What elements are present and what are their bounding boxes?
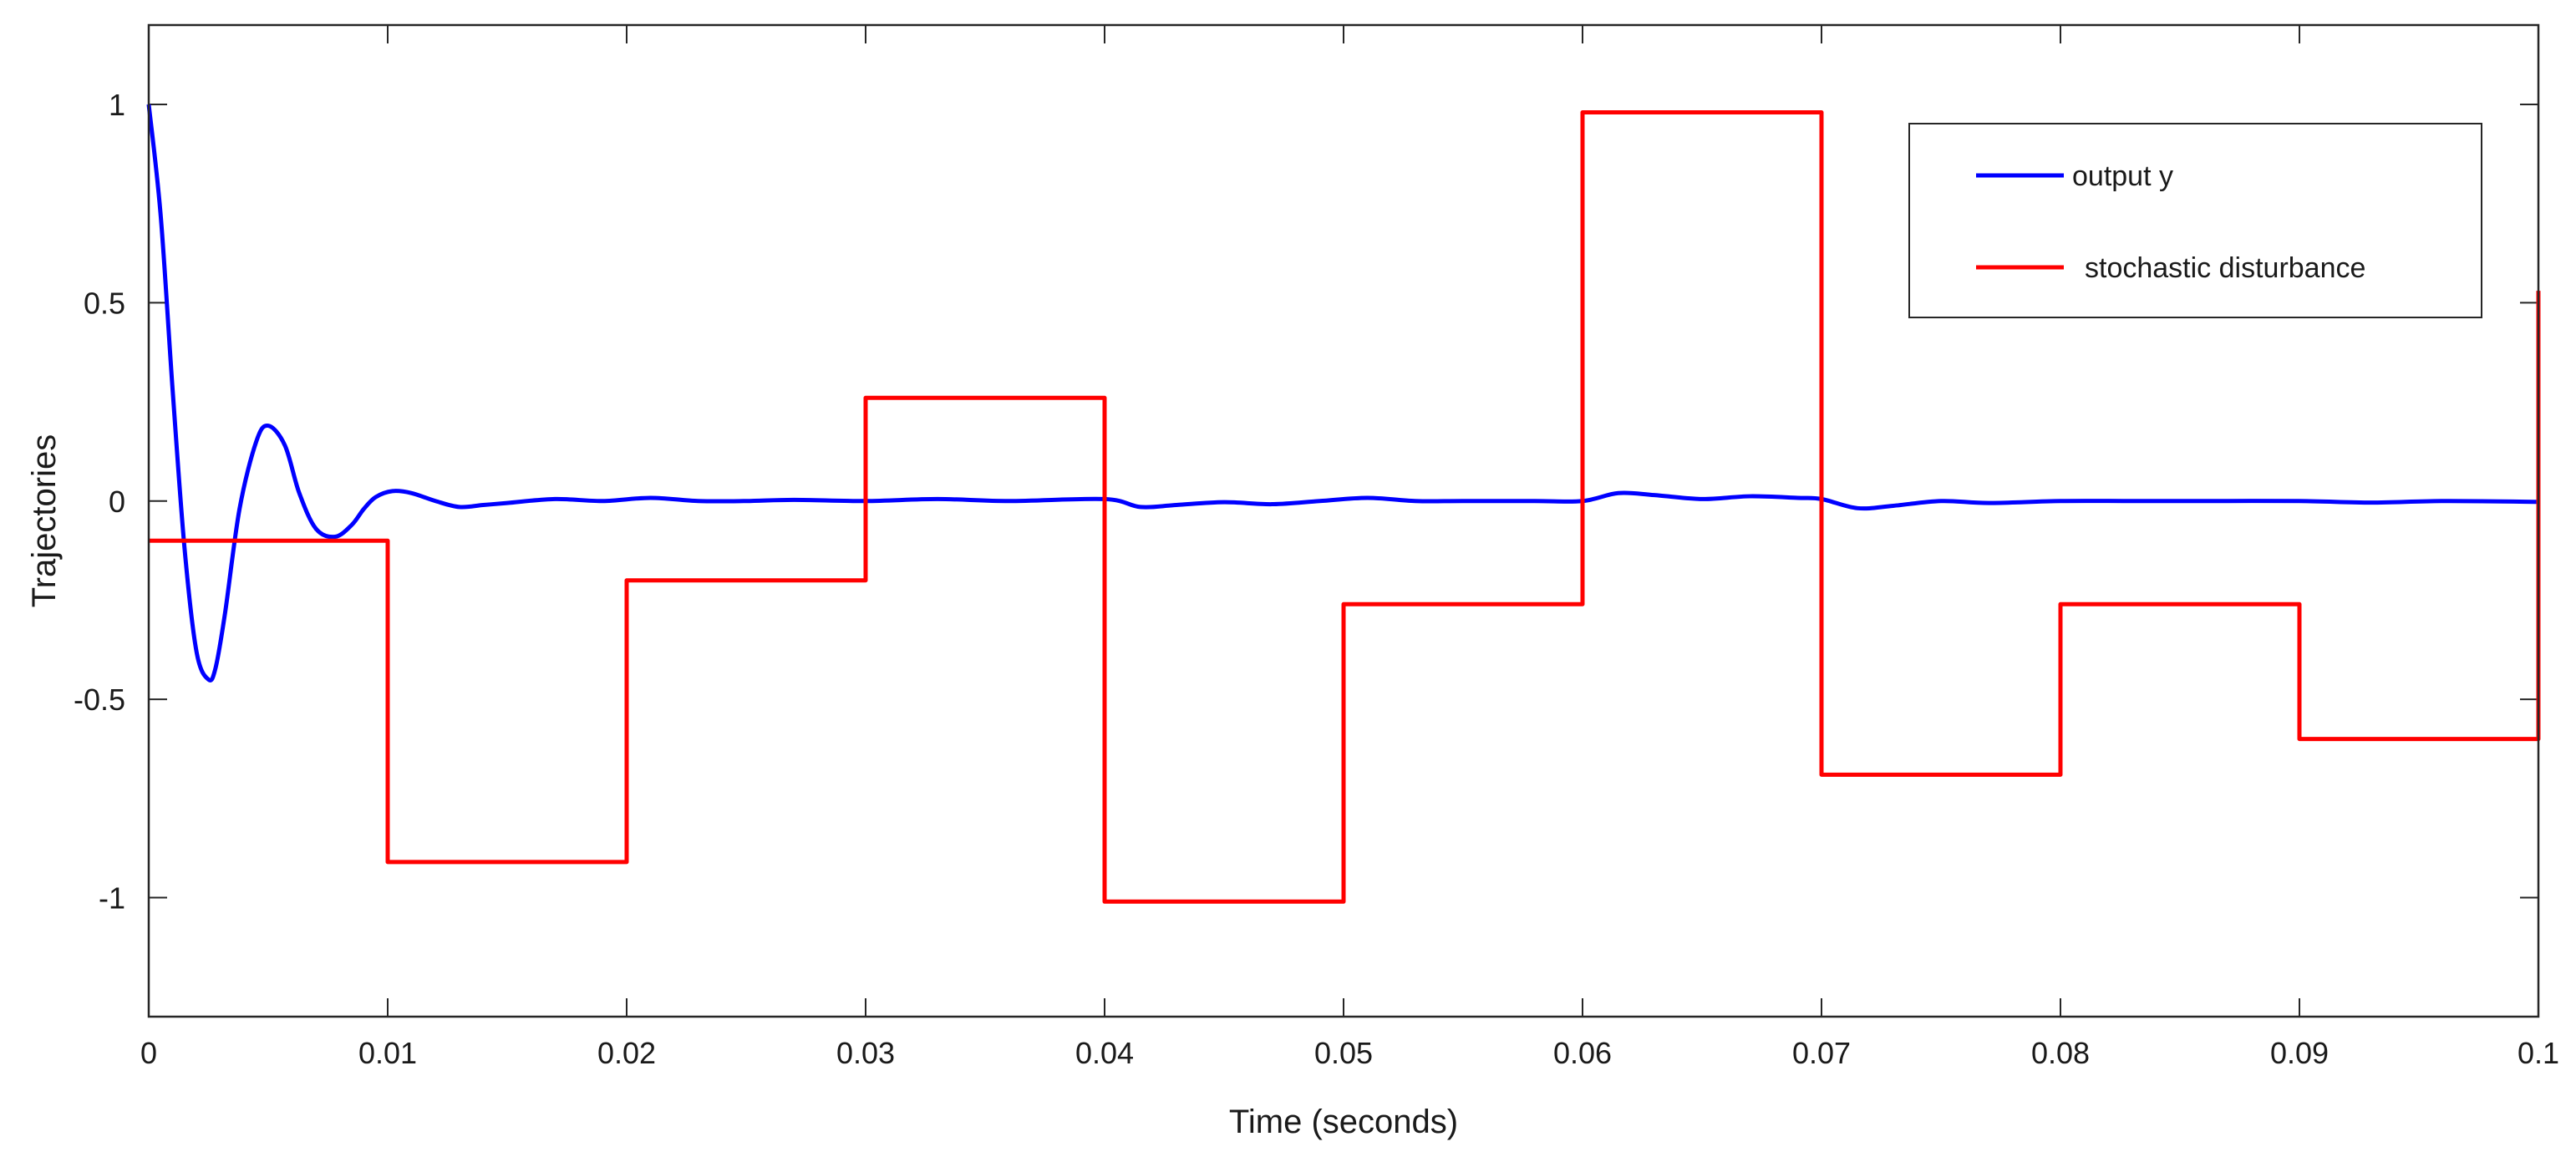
y-tick-label: -1 xyxy=(99,881,125,916)
ticks-layer: 0 0.01 0.02 0.03 0.04 0.05 0.06 0.07 0.08 0.09 0.1… xyxy=(74,25,2559,1070)
x-tick-label: 0.07 xyxy=(1792,1036,1851,1070)
plot-frame xyxy=(147,23,2540,1018)
x-tick-label: 0.1 xyxy=(2518,1036,2559,1070)
x-tick-label: 0.01 xyxy=(358,1036,417,1070)
x-tick-label: 0.04 xyxy=(1075,1036,1134,1070)
series-layer xyxy=(146,104,2541,904)
x-tick-label: 0 xyxy=(140,1036,157,1070)
x-axis-title: Time (seconds) xyxy=(1229,1104,1458,1140)
legend-label-stochastic-disturbance: stochastic disturbance xyxy=(2085,252,2365,284)
x-tick-label: 0.05 xyxy=(1314,1036,1373,1070)
series-line-output-y xyxy=(146,104,2539,683)
legend: output y stochastic disturbance xyxy=(1908,123,2482,318)
y-axis-title: Trajectories xyxy=(26,434,63,607)
x-tick-label: 0.03 xyxy=(836,1036,895,1070)
series-line-stochastic-disturbance xyxy=(149,109,2541,904)
y-tick-label: -0.5 xyxy=(74,683,125,717)
legend-label-output-y: output y xyxy=(2072,160,2173,192)
x-tick-label: 0.06 xyxy=(1553,1036,1612,1070)
y-tick-label: 0 xyxy=(109,485,125,519)
y-tick-label: 1 xyxy=(109,88,125,122)
x-tick-label: 0.09 xyxy=(2270,1036,2329,1070)
y-tick-label: 0.5 xyxy=(84,286,125,320)
x-tick-label: 0.02 xyxy=(597,1036,656,1070)
legend-box xyxy=(1908,123,2482,318)
x-tick-label: 0.08 xyxy=(2031,1036,2090,1070)
